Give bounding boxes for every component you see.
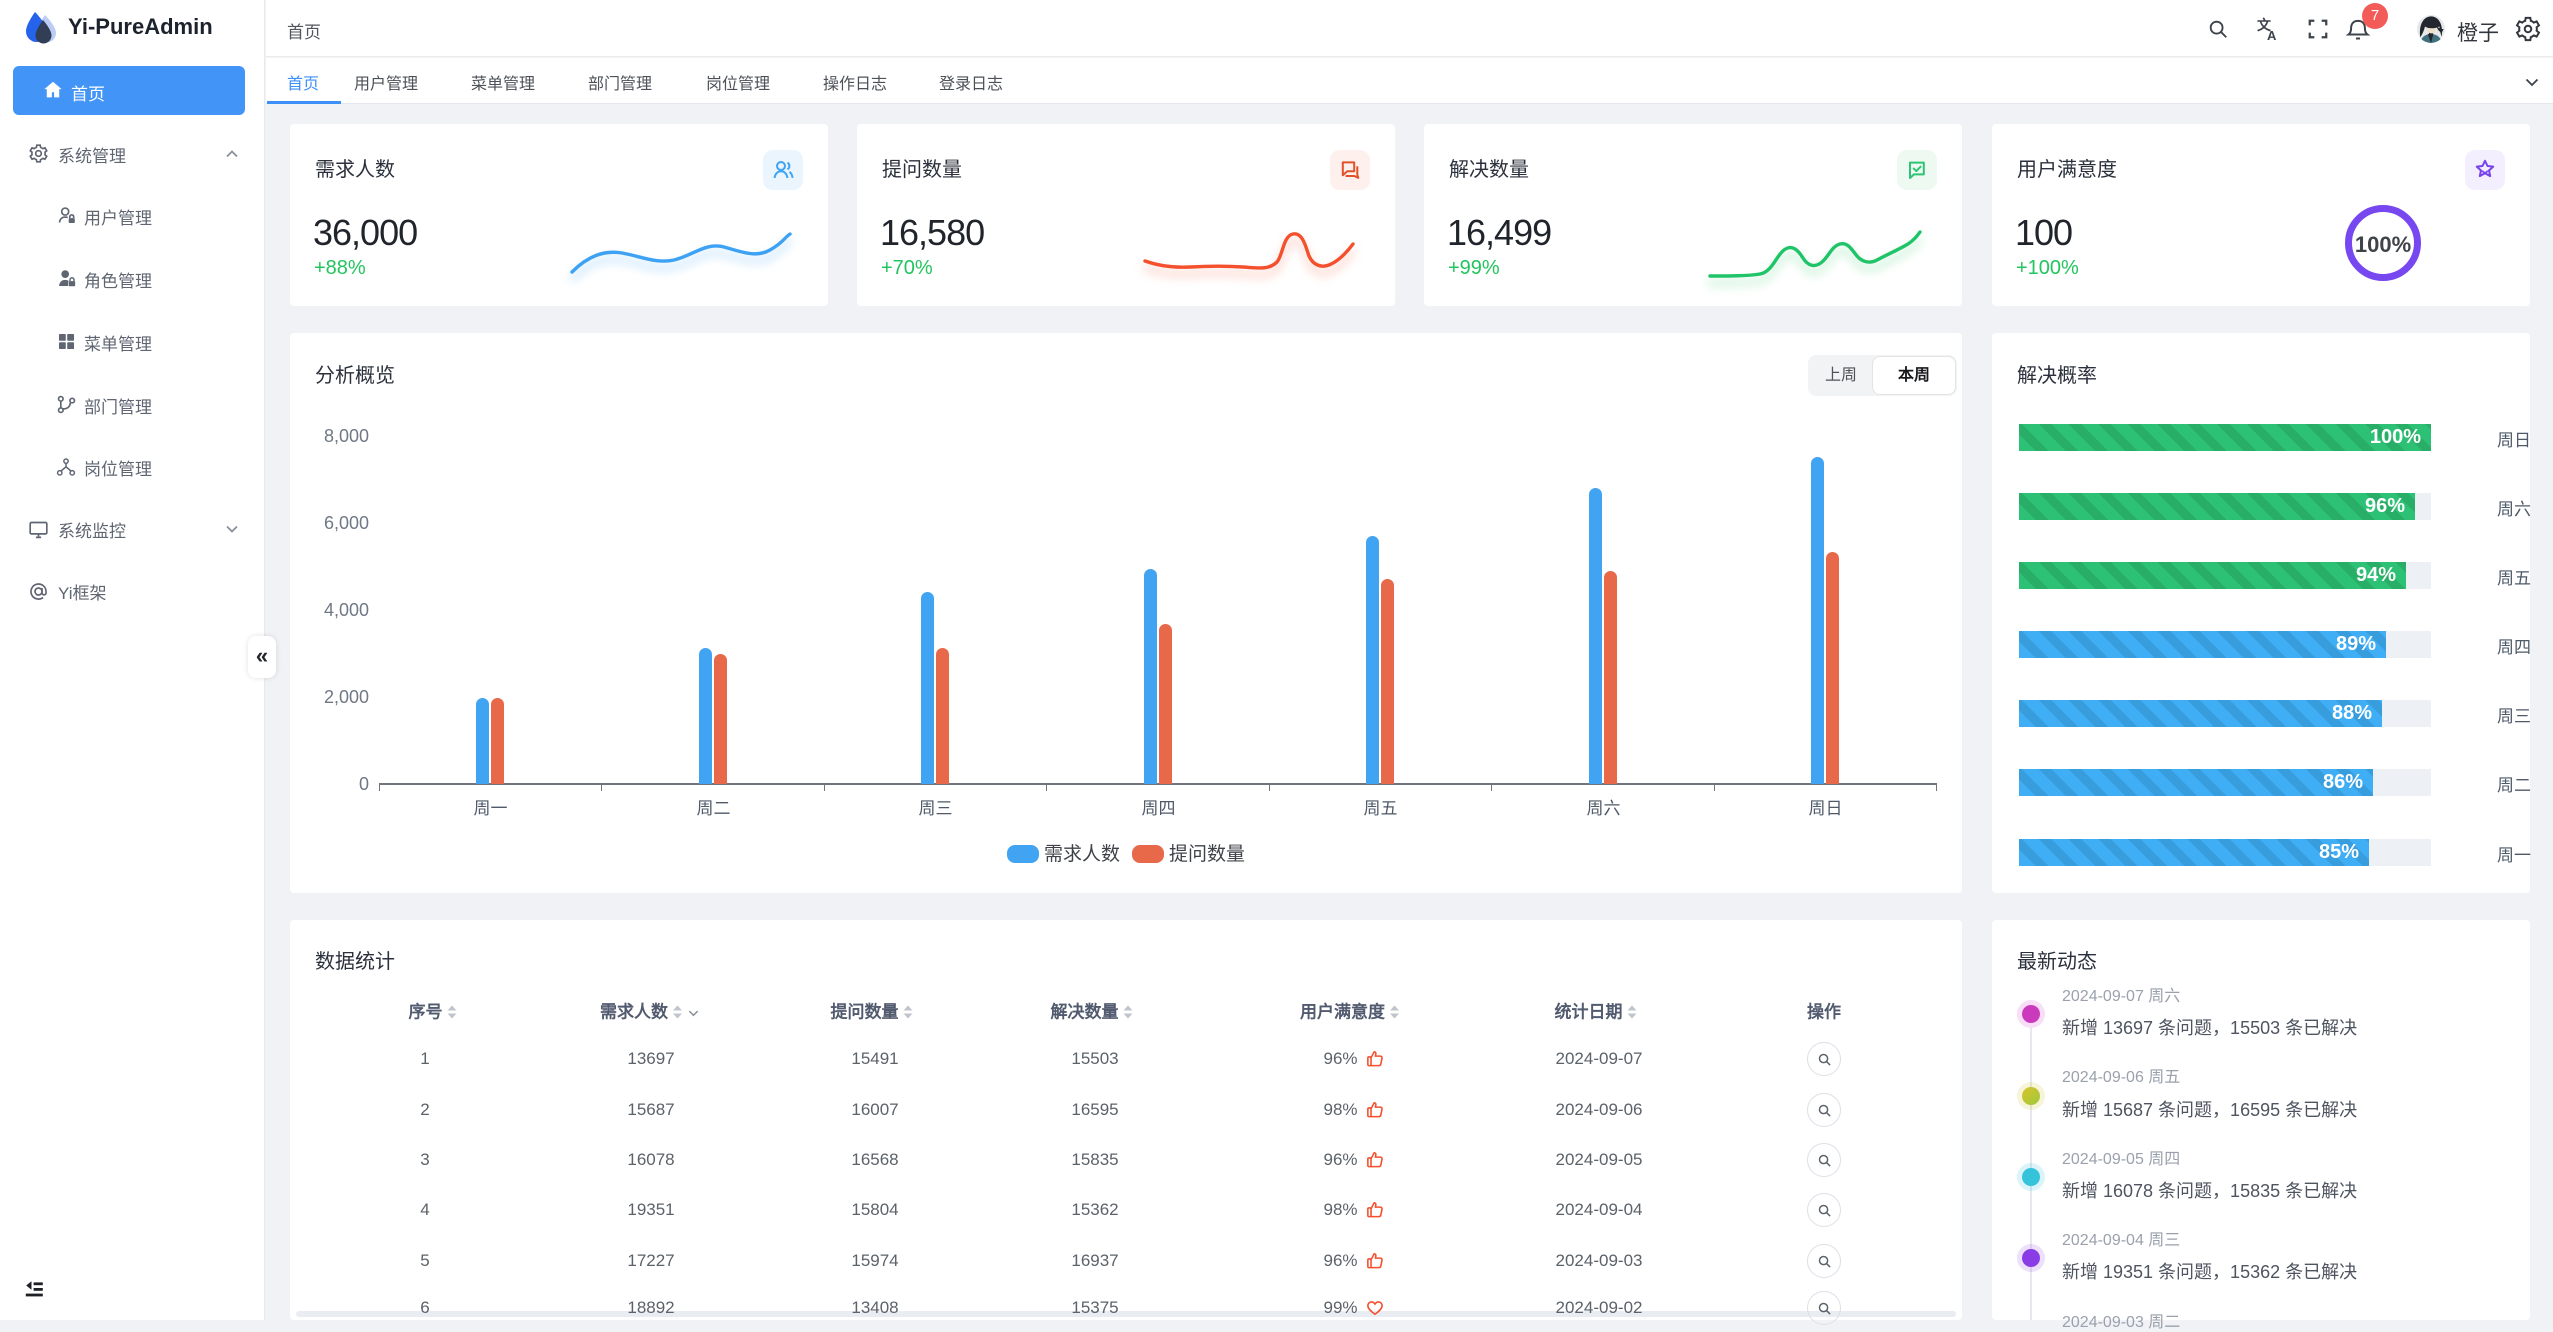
- svg-text:A: A: [2267, 28, 2277, 41]
- svg-text:文: 文: [2257, 17, 2272, 33]
